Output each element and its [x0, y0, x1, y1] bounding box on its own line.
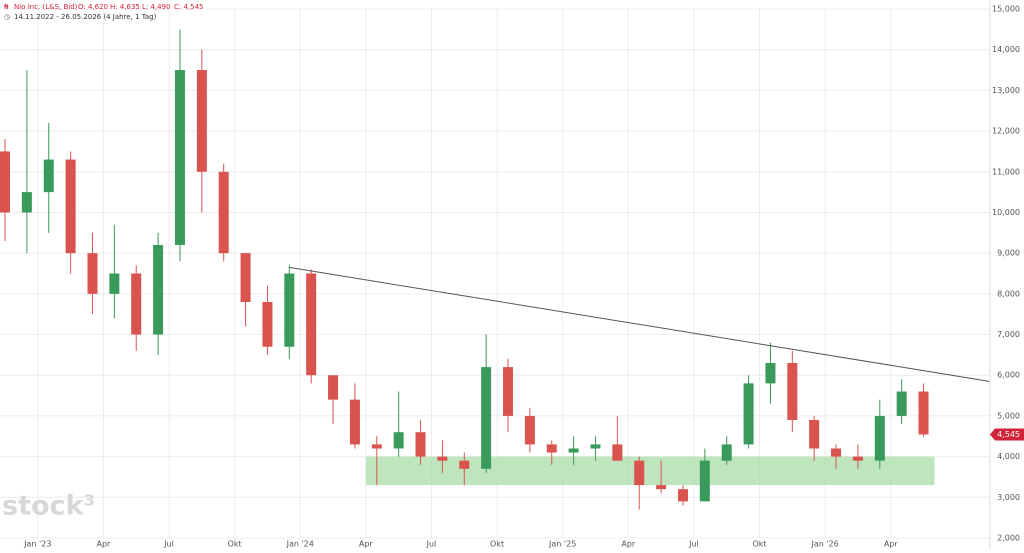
ohlc-value: C: 4,545 [174, 3, 204, 11]
symbol: Nio Inc. (L&S, Bid) [14, 3, 78, 11]
y-tick-label: 10,000 [992, 208, 1020, 217]
y-tick-label: 11,000 [992, 167, 1020, 176]
marks [0, 29, 990, 510]
candle-body [109, 273, 120, 294]
y-tick-label: 15,000 [992, 5, 1020, 14]
x-tick-label: Jan '25 [548, 540, 576, 549]
candle-body [568, 448, 579, 453]
y-tick-label: 14,000 [992, 45, 1020, 54]
candle-body [831, 448, 842, 457]
x-tick-label: Jan '26 [810, 540, 838, 549]
candle-body [218, 171, 229, 254]
candle-body [634, 460, 645, 486]
x-tick-label: Jul [163, 540, 174, 549]
candle-body [349, 399, 360, 445]
trendline [289, 266, 990, 382]
y-tick-label: 13,000 [992, 86, 1020, 95]
candle-body [174, 70, 185, 246]
candle-body [437, 456, 448, 461]
x-tick-label: Apr [621, 540, 636, 549]
clock-icon: ◷ [4, 13, 11, 21]
candle-body [65, 159, 76, 254]
candle-body [196, 70, 207, 172]
candle-body [284, 273, 295, 347]
grid [0, 0, 991, 549]
candle-body [43, 159, 54, 193]
x-tick-label: Jan '23 [23, 540, 51, 549]
candle-body [852, 456, 863, 461]
candle-body [131, 273, 142, 335]
ohlc-value: H: 4,635 [110, 3, 140, 11]
candle-body [787, 363, 798, 420]
candle-body [546, 444, 557, 453]
candle-body [415, 432, 426, 457]
candle-body [0, 151, 10, 213]
y-tick-label: 7,000 [997, 330, 1020, 339]
y-tick-label: 12,000 [992, 127, 1020, 136]
x-tick-label: Apr [359, 540, 374, 549]
candle-body [677, 489, 688, 502]
candle-body [459, 460, 470, 469]
x-tick-label: Jan '24 [286, 540, 314, 549]
candle-body [699, 460, 710, 502]
y-tick-label: 5,000 [997, 411, 1020, 420]
x-tick-label: Okt [228, 540, 242, 549]
ohlc-value: O: 4,620 [78, 3, 108, 11]
candle-body [896, 391, 907, 416]
x-tick-label: Jul [688, 540, 699, 549]
watermark: stock³ [2, 491, 95, 522]
candle-body [743, 383, 754, 445]
x-tick-label: Okt [490, 540, 504, 549]
candle-body [153, 245, 164, 335]
candle-body [21, 192, 32, 213]
price-tag [990, 428, 1024, 441]
y-tick-label: 3,000 [997, 493, 1020, 502]
candle-body [809, 419, 820, 449]
y-tick-label: 6,000 [997, 371, 1020, 380]
y-tick-label: 2,000 [997, 534, 1020, 543]
y-tick-label: 8,000 [997, 289, 1020, 298]
candle-body [262, 301, 273, 347]
date-range: 14.11.2022 - 26.05.2026 (4 Jahre, 1 Tag) [14, 13, 157, 21]
x-tick-label: Apr [96, 540, 111, 549]
candle-body [328, 375, 339, 400]
y-tick-label: 4,000 [997, 452, 1020, 461]
x-tick-label: Jul [426, 540, 437, 549]
support-zone [365, 456, 935, 486]
candle-body [918, 391, 929, 435]
candle-body [524, 415, 535, 445]
candle-body [721, 444, 732, 461]
candle-body [503, 367, 514, 416]
x-tick-label: Apr [884, 540, 899, 549]
candle-body [306, 273, 317, 376]
candle-body [240, 253, 251, 302]
symbol-icon: ₦ [4, 3, 9, 11]
candle-body [765, 363, 776, 384]
candle-body [371, 444, 382, 449]
ohlc-value: L: 4,490 [142, 3, 171, 11]
candle-body [481, 367, 492, 469]
candle-body [656, 485, 667, 490]
candle-body [590, 444, 601, 449]
y-tick-label: 9,000 [997, 249, 1020, 258]
candle-body [87, 253, 98, 294]
candle-body [874, 415, 885, 461]
candle-body [612, 444, 623, 461]
price-tag-label: 4,545 [997, 430, 1020, 439]
candle-body [393, 432, 404, 449]
x-tick-label: Okt [752, 540, 766, 549]
